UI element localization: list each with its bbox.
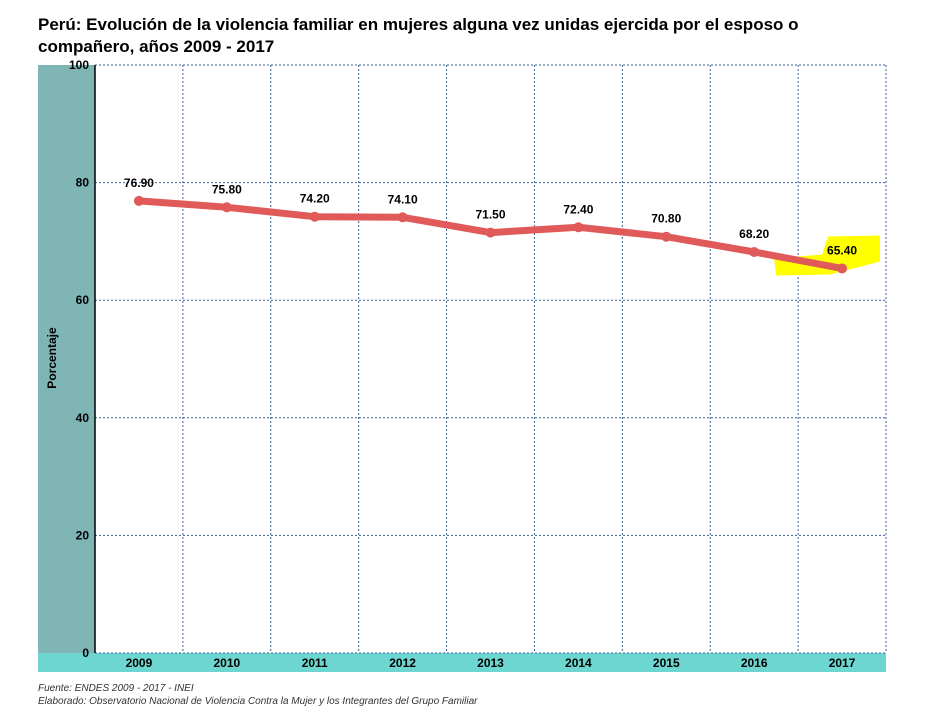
y-tick-label: 60 (76, 293, 90, 307)
x-tick-label: 2010 (213, 656, 240, 670)
x-tick-label: 2009 (126, 656, 153, 670)
y-tick-label: 0 (82, 646, 89, 660)
y-axis-band (38, 65, 95, 653)
line-chart: 0 20 40 60 80 100 2009 2010 2011 2012 2013 2014 201… (38, 58, 887, 672)
data-point (837, 263, 848, 274)
data-label: 71.50 (475, 208, 505, 222)
chart-title: Perú: Evolución de la violencia familiar… (38, 15, 799, 56)
x-axis-band (38, 653, 886, 672)
data-label: 72.40 (563, 202, 593, 216)
x-tick-label: 2013 (477, 656, 504, 670)
data-point (309, 211, 320, 222)
data-point (485, 227, 496, 238)
data-label: 68.20 (739, 227, 769, 241)
y-tick-label: 20 (76, 528, 90, 542)
data-point (221, 202, 232, 213)
y-tick-label: 40 (76, 411, 90, 425)
x-tick-label: 2014 (565, 656, 592, 670)
highlight-marker (774, 235, 881, 276)
data-point (133, 195, 144, 206)
x-tick-label: 2015 (653, 656, 680, 670)
source-note: Fuente: ENDES 2009 - 2017 - INEI (38, 683, 194, 694)
data-label: 76.90 (124, 176, 154, 190)
x-tick-label: 2016 (741, 656, 768, 670)
data-label: 75.80 (212, 182, 242, 196)
data-label: 74.20 (300, 192, 330, 206)
data-point (397, 212, 408, 223)
data-label: 65.40 (827, 243, 857, 257)
y-axis-label: Porcentaje (45, 327, 59, 389)
y-tick-label: 100 (69, 58, 89, 72)
x-tick-label: 2017 (829, 656, 856, 670)
data-point (661, 231, 672, 242)
prepared-by-note: Elaborado: Observatorio Nacional de Viol… (38, 696, 478, 707)
y-tick-label: 80 (76, 176, 90, 190)
data-point (749, 246, 760, 257)
x-tick-label: 2012 (389, 656, 416, 670)
x-tick-label: 2011 (302, 656, 328, 670)
data-point (573, 222, 584, 233)
data-label: 74.10 (388, 192, 418, 206)
data-label: 70.80 (651, 212, 681, 226)
